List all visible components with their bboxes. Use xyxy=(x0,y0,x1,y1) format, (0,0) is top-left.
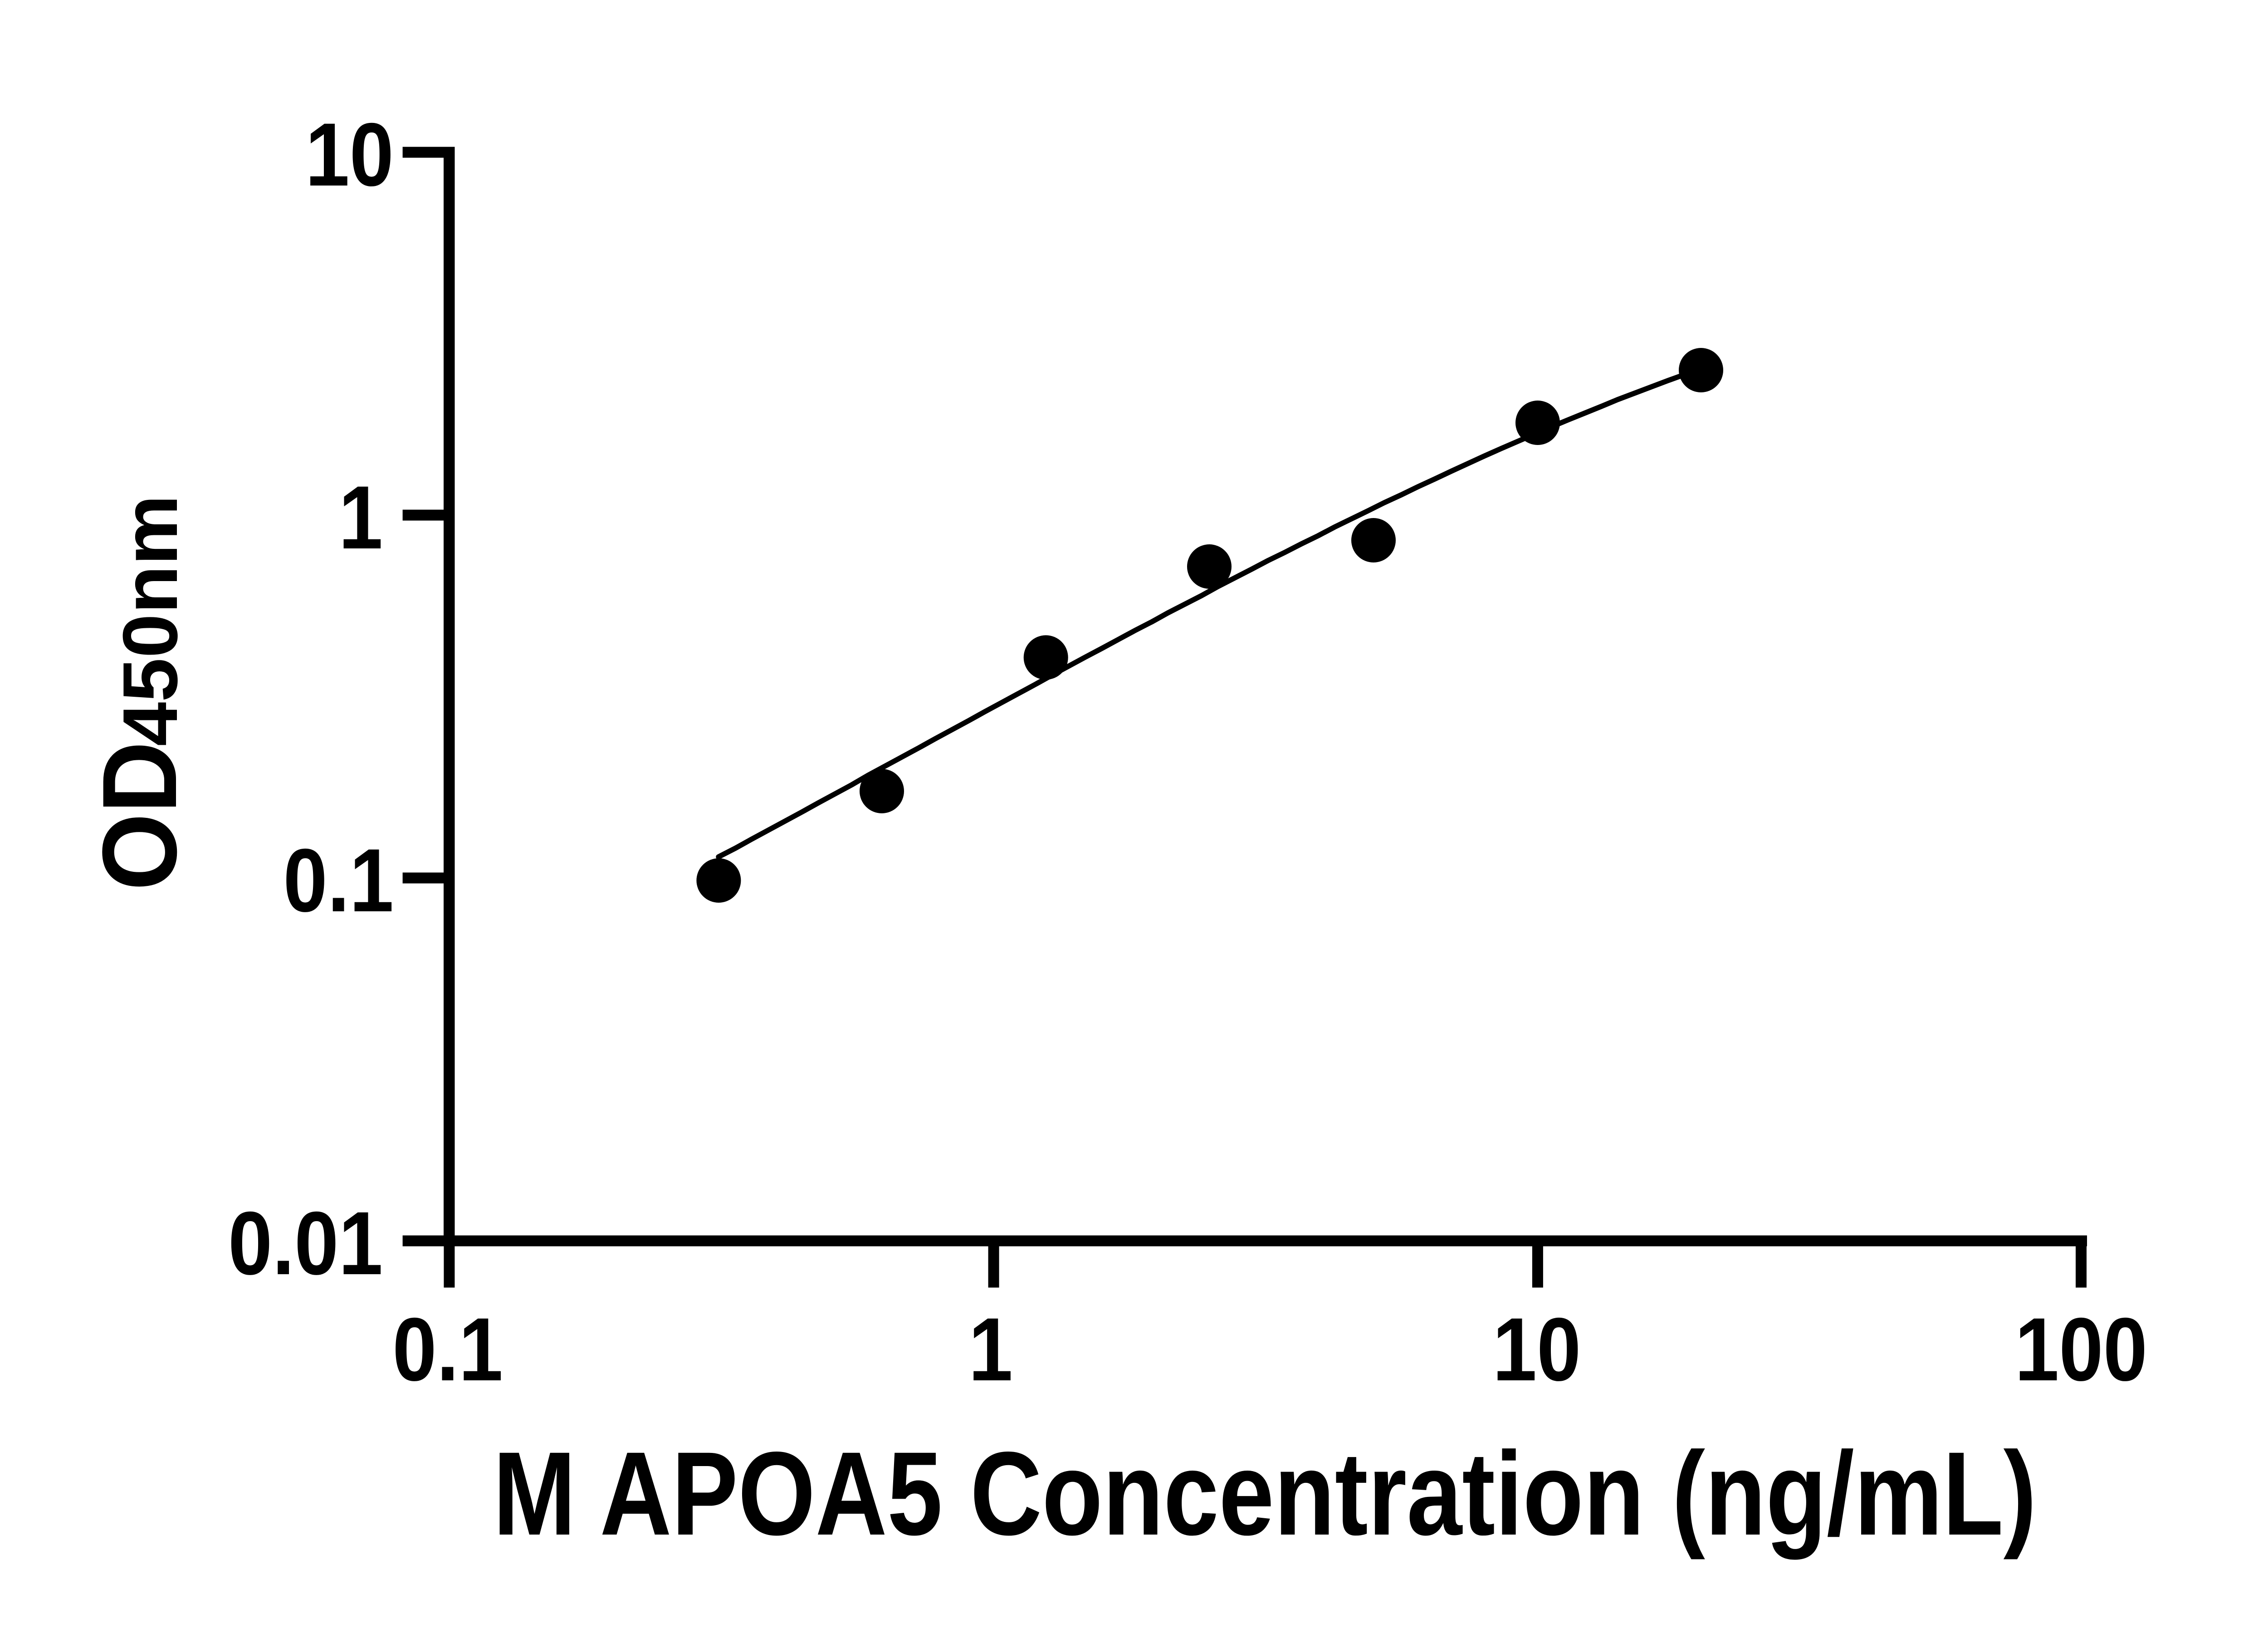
svg-text:0.1: 0.1 xyxy=(392,1299,503,1399)
svg-text:0.1: 0.1 xyxy=(283,830,394,930)
svg-text:M APOA5 Concentration (ng/mL): M APOA5 Concentration (ng/mL) xyxy=(493,1428,2037,1560)
svg-text:OD: OD xyxy=(80,741,198,890)
svg-text:1: 1 xyxy=(968,1299,1012,1399)
svg-text:1: 1 xyxy=(339,467,383,567)
svg-text:0.01: 0.01 xyxy=(228,1193,383,1293)
svg-text:100: 100 xyxy=(2015,1299,2147,1399)
svg-text:10: 10 xyxy=(305,104,394,205)
svg-text:450nm: 450nm xyxy=(107,495,194,746)
svg-text:10: 10 xyxy=(1493,1299,1581,1399)
